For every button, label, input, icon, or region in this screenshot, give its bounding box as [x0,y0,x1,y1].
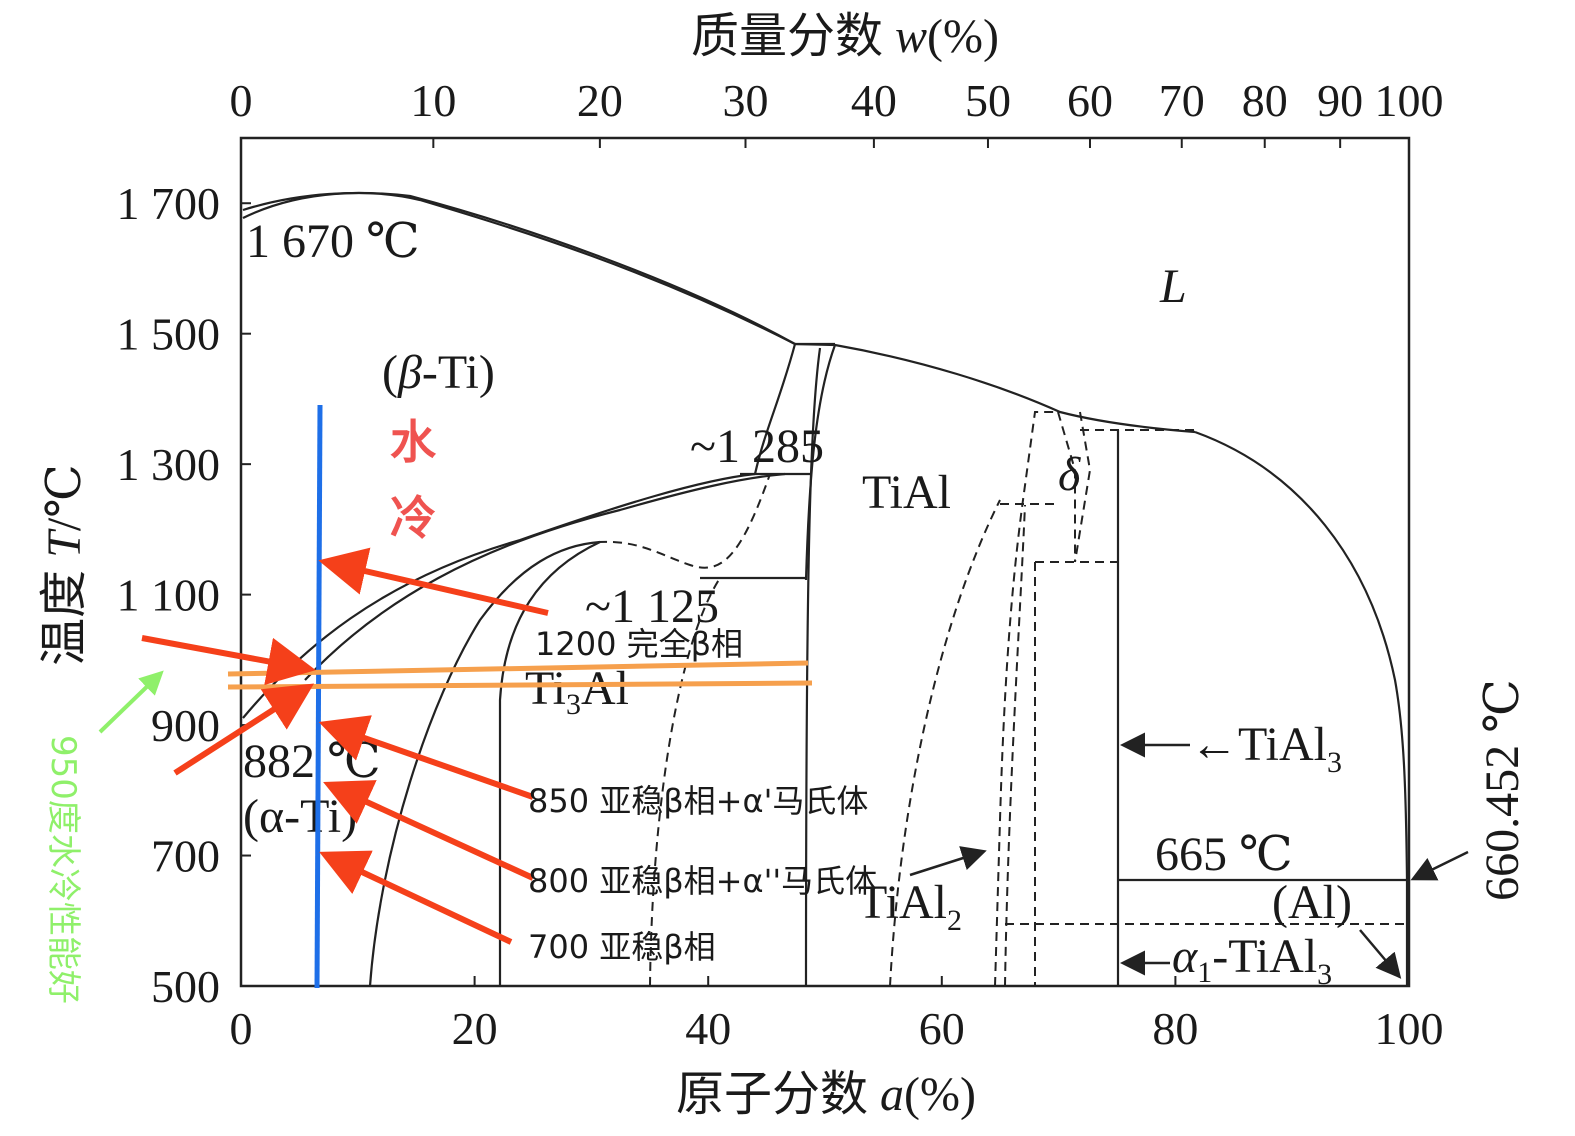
top-tick-label: 0 [230,75,253,126]
top-tick-label: 50 [965,75,1011,126]
state-850-note: 850 亚稳β相+α'马氏体 [528,782,868,820]
temp-660-label: 660.452 ℃ [1476,679,1529,901]
bottom-tick-label: 20 [452,1003,498,1054]
top-tick-label: 20 [577,75,623,126]
temp-882-label: 882 ℃ [243,735,381,788]
bottom-tick-label: 60 [919,1003,965,1054]
ti3al-label: Ti3Al [525,662,629,721]
top-axis-title: 质量分数 w(%) [691,10,999,63]
bottom-tick-label: 80 [1152,1003,1198,1054]
temp-665-label: 665 ℃ [1155,828,1293,881]
left-tick-label: 700 [151,831,220,882]
tial3-label: ←TiAl3 [1190,718,1342,779]
state-800-note: 800 亚稳β相+α''马氏体 [528,862,877,900]
top-tick-label: 80 [1242,75,1288,126]
left-tick-label: 1 500 [117,309,221,360]
top-tick-label: 90 [1317,75,1363,126]
quench-950-note: 950度水冷性能好 [43,735,83,1004]
cold-label: 冷 [390,491,436,545]
temp-1285-label: ~1 285 [690,420,824,473]
temp-1670-label: 1 670 ℃ [246,215,420,268]
beta-ti-label: (β-Ti) [382,346,495,399]
bottom-tick-label: 0 [230,1003,253,1054]
top-tick-label: 100 [1375,75,1444,126]
green-arrow [100,676,158,732]
al-label: (Al) [1272,876,1352,929]
bottom-axis-title: 原子分数 a(%) [676,1068,976,1121]
left-tick-label: 500 [151,961,220,1012]
left-tick-label: 900 [151,700,220,751]
top-tick-label: 10 [410,75,456,126]
delta-label: δ [1058,448,1081,501]
water-label: 水 [390,415,437,469]
top-tick-label: 70 [1159,75,1205,126]
liquid-label: L [1159,260,1187,313]
top-tick-label: 60 [1067,75,1113,126]
composition-line [317,405,320,988]
left-axis-ticks: 1 700 1 500 1 300 1 100 900 700 500 [117,178,252,1012]
state-700-note: 700 亚稳β相 [528,928,716,966]
bottom-tick-label: 100 [1375,1003,1444,1054]
left-tick-label: 1 700 [117,178,221,229]
left-tick-label: 1 300 [117,439,221,490]
left-tick-label: 1 100 [117,570,221,621]
alpha-ti-label: (α-Ti) [243,790,357,843]
top-tick-label: 30 [722,75,768,126]
alpha1-tial3-label: α1-TiAl3 [1172,930,1332,991]
left-axis-title: 温度T/℃ [38,464,91,666]
state-1200-note: 1200 完全β相 [535,625,743,663]
orange-line-lower [228,683,812,687]
tial-label: TiAl [862,466,951,519]
bottom-tick-label: 40 [685,1003,731,1054]
top-tick-label: 40 [851,75,897,126]
bottom-axis-ticks: 0 20 40 60 80 100 [230,976,1444,1054]
